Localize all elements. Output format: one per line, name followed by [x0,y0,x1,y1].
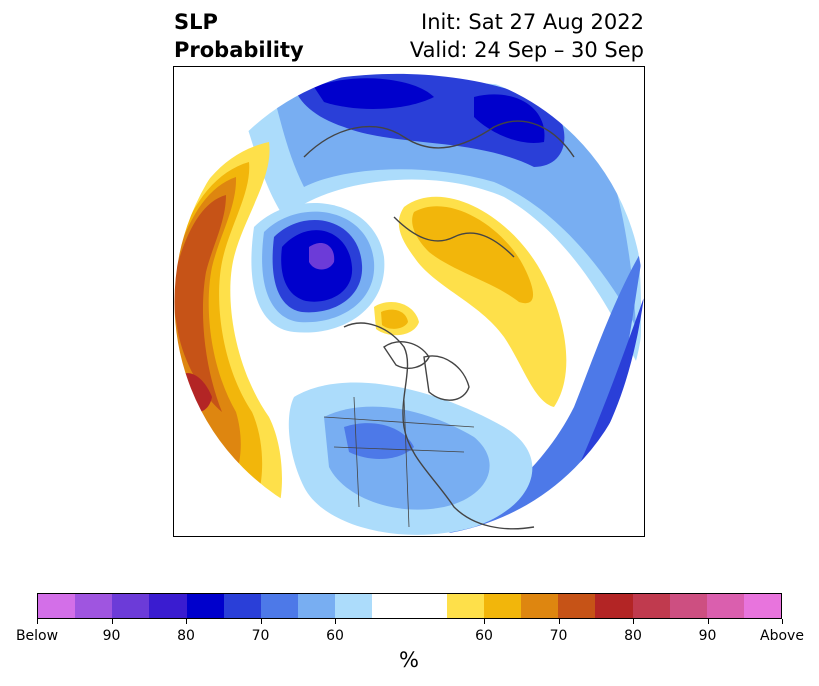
colorbar-tick-label: 60 [326,628,344,644]
colorbar-tick-label: 70 [549,628,568,644]
colorbar-cell [743,594,782,618]
colorbar-tick-mark [707,619,709,624]
colorbar-cell [521,594,559,618]
colorbar-tick-mark [484,619,485,624]
title-variable: SLP [174,10,218,34]
colorbar-tick-label: 80 [624,628,642,644]
colorbar-cell [669,594,707,618]
colorbar-cell [706,594,744,618]
colorbar-cell [298,594,336,618]
colorbar-tick-label: 90 [698,628,717,644]
borders [323,396,475,528]
init-date: Init: Sat 27 Aug 2022 [421,10,644,34]
above-region-central-mid [412,206,534,304]
colorbar-tick-mark [186,619,187,624]
colorbar-cell [38,594,76,618]
colorbar-cell [260,594,299,618]
colorbar-cell [595,594,633,618]
arctic-coast [393,216,515,258]
colorbar-cell [632,594,670,618]
colorbar-tick-mark [37,619,38,624]
colorbar-tick-label: Below [15,628,59,644]
valid-range: Valid: 24 Sep – 30 Sep [409,38,644,62]
chart-title: SLP Probability [174,8,304,64]
chart-dates: Init: Sat 27 Aug 2022 Valid: 24 Sep – 30… [410,8,644,64]
polar-map [173,66,645,537]
north-america-coast [343,322,535,530]
colorbar-cell [335,594,373,618]
eurasia-coast [303,120,575,158]
colorbar-tick-mark [782,619,783,624]
colorbar-cell [558,594,596,618]
colorbar-tick-mark [558,619,560,624]
colorbar-tick-mark [111,619,113,624]
colorbar-tick-label: Above [760,628,804,644]
colorbar-cell [75,594,113,618]
colorbar-tick-mark [633,619,634,624]
colorbar-cell [483,594,522,618]
coastlines [303,120,575,530]
probability-fields [174,67,644,536]
colorbar-tick-label: 70 [251,628,270,644]
title-field: Probability [174,38,304,62]
colorbar-cell [223,594,261,618]
below-region-south-strong [344,423,414,459]
greenland-coast [423,355,470,401]
map-canvas [174,67,644,536]
colorbar [37,593,782,619]
below-core-northeast [474,94,545,143]
colorbar-tick-mark [335,619,336,624]
below-peak-west [309,242,335,270]
colorbar-tick-mark [260,619,262,624]
below-region-east [444,247,644,536]
colorbar-tick-label: 60 [475,628,493,644]
colorbar-cell [409,594,447,618]
colorbar-tick-label: 90 [102,628,121,644]
above-core-central-small [381,309,408,329]
colorbar-tick-label: 80 [177,628,195,644]
colorbar-cell [149,594,187,618]
colorbar-cell [112,594,150,618]
colorbar-units: % [399,648,419,672]
colorbar-cell [446,594,484,618]
above-region-west-stronger [174,195,226,412]
colorbar-cell [372,594,410,618]
colorbar-cell [186,594,224,618]
below-core-north [314,78,434,109]
arctic-islands [383,341,430,369]
